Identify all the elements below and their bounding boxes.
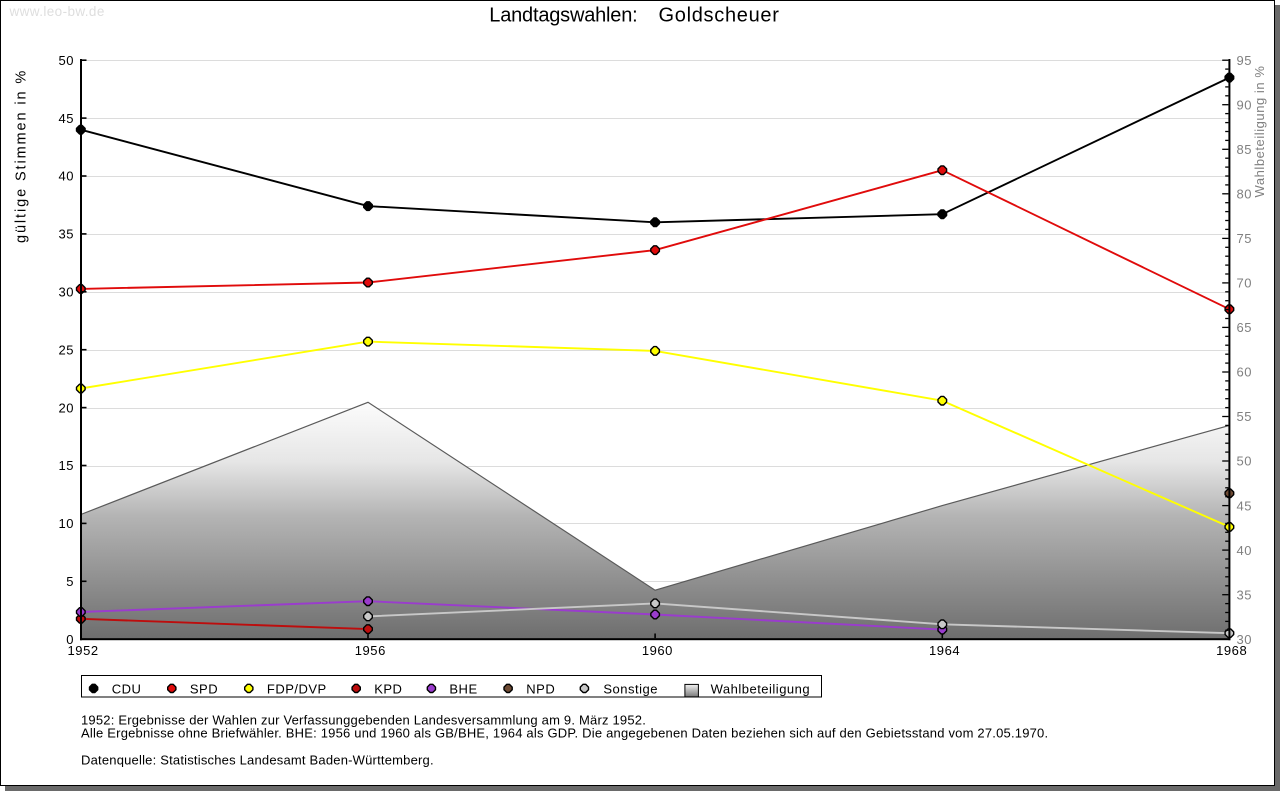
svg-text:SPD: SPD — [190, 681, 218, 696]
svg-text:Wahlbeteiligung: Wahlbeteiligung — [711, 681, 811, 696]
svg-text:70: 70 — [1237, 276, 1253, 291]
svg-text:25: 25 — [58, 342, 74, 357]
svg-text:50: 50 — [58, 53, 74, 68]
svg-text:65: 65 — [1237, 320, 1253, 335]
svg-text:Datenquelle: Statistisches Lan: Datenquelle: Statistisches Landesamt Bad… — [81, 753, 434, 768]
svg-text:45: 45 — [58, 111, 74, 126]
svg-text:KPD: KPD — [374, 681, 402, 696]
svg-text:40: 40 — [58, 169, 74, 184]
svg-text:CDU: CDU — [112, 681, 142, 696]
svg-text:55: 55 — [1237, 409, 1253, 424]
svg-text:Alle Ergebnisse ohne Briefwähl: Alle Ergebnisse ohne Briefwähler. BHE: 1… — [81, 725, 1048, 740]
svg-text:NPD: NPD — [526, 681, 555, 696]
svg-text:60: 60 — [1237, 365, 1253, 380]
svg-text:35: 35 — [1237, 587, 1253, 602]
svg-text:Goldscheuer: Goldscheuer — [659, 4, 780, 26]
svg-text:1964: 1964 — [929, 643, 960, 658]
svg-text:75: 75 — [1237, 231, 1253, 246]
svg-text:0: 0 — [66, 632, 74, 647]
svg-text:1952: Ergebnisse der Wahlen zu: 1952: Ergebnisse der Wahlen zur Verfassu… — [81, 713, 646, 728]
svg-text:Sonstige: Sonstige — [603, 681, 658, 696]
svg-text:50: 50 — [1237, 454, 1253, 469]
svg-text:1968: 1968 — [1216, 643, 1247, 658]
svg-text:40: 40 — [1237, 543, 1253, 558]
svg-text:45: 45 — [1237, 498, 1253, 513]
svg-text:Landtagswahlen:: Landtagswahlen: — [489, 4, 637, 26]
svg-text:30: 30 — [58, 285, 74, 300]
svg-text:gültige Stimmen in %: gültige Stimmen in % — [14, 69, 30, 243]
svg-text:30: 30 — [1237, 632, 1253, 647]
svg-text:www.leo-bw.de: www.leo-bw.de — [9, 4, 105, 19]
svg-text:10: 10 — [58, 516, 74, 531]
svg-text:5: 5 — [66, 574, 74, 589]
svg-text:FDP/DVP: FDP/DVP — [267, 681, 327, 696]
svg-text:1956: 1956 — [355, 643, 386, 658]
svg-text:90: 90 — [1237, 97, 1253, 112]
svg-text:80: 80 — [1237, 187, 1253, 202]
svg-text:1952: 1952 — [68, 643, 99, 658]
svg-text:Wahlbeteiligung in %: Wahlbeteiligung in % — [1252, 66, 1267, 198]
svg-text:35: 35 — [58, 227, 74, 242]
svg-text:20: 20 — [58, 400, 74, 415]
svg-text:BHE: BHE — [449, 681, 477, 696]
svg-text:1960: 1960 — [642, 643, 673, 658]
svg-text:15: 15 — [58, 458, 74, 473]
svg-text:95: 95 — [1237, 53, 1253, 68]
svg-text:85: 85 — [1237, 142, 1253, 157]
